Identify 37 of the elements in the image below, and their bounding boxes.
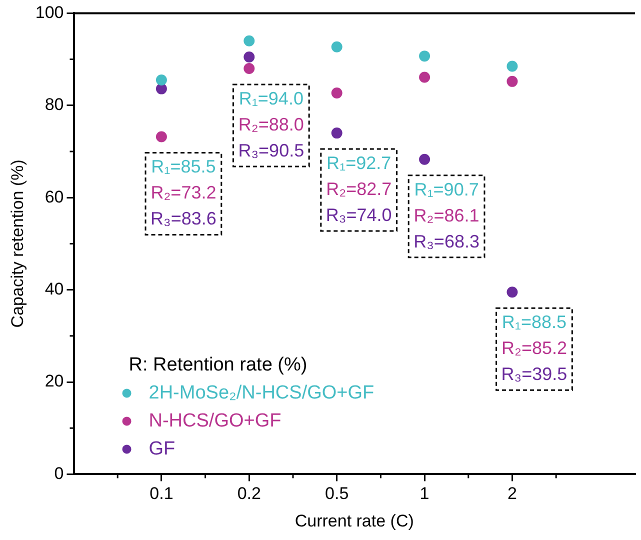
point [506,76,518,87]
x-tick-label: 0.5 [325,484,349,504]
annotation: R₁=94.0 R₂=88.0 R₃=90.5 [238,88,304,160]
annotation: R₁=90.7 R₂=86.1 R₃=68.3 [414,179,480,252]
point [506,286,518,298]
x-tick-label: 0.2 [237,484,261,504]
point [331,41,342,52]
point [244,51,255,62]
y-axis-title: Capacity retention (%) [8,160,27,328]
x-tick-label: 0.1 [150,484,174,504]
x-axis-title: Current rate (C) [294,511,414,530]
y-tick-label: 100 [35,2,64,22]
y-tick-label: 80 [44,95,64,114]
point [156,74,167,86]
point [419,72,430,83]
point [156,131,167,142]
y-tick-label: 60 [44,187,64,206]
annotation: R₁=85.5 R₂=73.2 R₃=83.6 [150,156,216,229]
annotation: R₁=88.5 R₂=85.2 R₃=39.5 [501,312,568,384]
point [506,60,518,72]
point [419,154,430,165]
point [331,87,342,98]
x-tick-label: 2 [507,484,517,504]
x-tick-label: 1 [420,484,430,504]
point [156,83,167,94]
y-tick-label: 20 [44,372,64,391]
legend-label: N-HCS/GO+GF [148,410,282,432]
legend-label: GF [148,438,176,460]
point [244,63,255,74]
y-tick-label: 0 [54,464,64,483]
point [419,50,430,62]
point [244,35,255,46]
y-tick-label: 40 [44,279,64,298]
legend-title: R: Retention rate (%) [128,354,308,376]
point [331,128,342,139]
annotation: R₁=92.7 R₂=82.7 R₃=74.0 [326,153,392,226]
legend-label: 2H-MoSe₂/N-HCS/GO+GF [148,382,374,404]
